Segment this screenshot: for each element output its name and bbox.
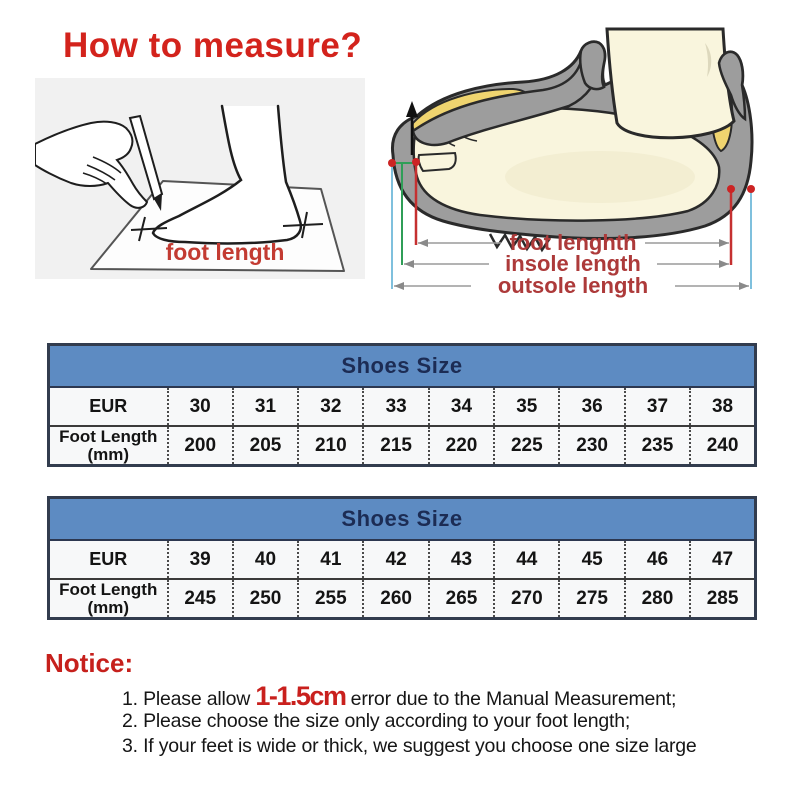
table-cell: 245 xyxy=(166,578,233,619)
table-title: Shoes Size xyxy=(48,497,756,541)
measure-arrowheads xyxy=(394,239,749,290)
row-label-line: (mm) xyxy=(87,597,130,617)
heel-tick-mark xyxy=(282,211,324,239)
row-label-line: (mm) xyxy=(87,444,130,464)
table-cell: 42 xyxy=(362,539,429,579)
table-cell: 270 xyxy=(493,578,560,619)
table-cell: 39 xyxy=(166,539,233,579)
table-cell: 225 xyxy=(493,425,560,466)
table-cell: 36 xyxy=(558,386,625,426)
insole-length-diagram-label: insole length xyxy=(505,251,641,276)
finger-lines xyxy=(82,156,122,185)
row-label: EUR xyxy=(48,539,168,579)
row-label-two-line: Foot Length (mm) xyxy=(50,581,167,617)
table-cell: 34 xyxy=(427,386,495,426)
foot-tracing-drawing: foot length xyxy=(34,104,345,272)
leg xyxy=(605,27,736,140)
table-cell: 230 xyxy=(558,425,625,466)
foot-length-label: foot length xyxy=(166,239,285,265)
foot-outline-stroke xyxy=(151,104,303,245)
shoe-measurement-diagram: foot lenghth insole length outsole lengt… xyxy=(385,5,797,300)
notice-list: 1. Please allow 1-1.5cm error due to the… xyxy=(122,681,782,759)
table-cell: 40 xyxy=(231,539,299,579)
table-cell: 220 xyxy=(427,425,495,466)
table-cell: 45 xyxy=(558,539,625,579)
notice-item-1-suffix: error due to the Manual Measurement; xyxy=(345,688,677,710)
toe-tick-mark xyxy=(130,216,168,242)
row-label-line: Foot Length xyxy=(59,580,158,599)
row-label-line: Foot Length xyxy=(59,427,158,446)
pen-tip xyxy=(154,194,162,211)
foot-outline xyxy=(153,106,301,244)
table-cell: 32 xyxy=(297,386,364,426)
row-label: EUR xyxy=(48,386,168,426)
table-cell: 30 xyxy=(166,386,233,426)
table-cell: 33 xyxy=(362,386,429,426)
table-cell: 235 xyxy=(623,425,691,466)
notice-item-1-highlight: 1-1.5cm xyxy=(255,681,347,711)
foot-tracing-illustration: foot length xyxy=(34,78,365,279)
marker-dot xyxy=(412,158,420,166)
table-cell: 200 xyxy=(166,425,233,466)
size-table-eur-30-38: Shoes Size EUR 30 31 32 33 34 35 36 37 3… xyxy=(47,343,757,467)
table-cell: 265 xyxy=(427,578,495,619)
hand xyxy=(34,120,149,209)
table-cell: 31 xyxy=(231,386,299,426)
table-cell: 215 xyxy=(362,425,429,466)
toe-window xyxy=(417,151,457,173)
table-cell: 280 xyxy=(623,578,691,619)
shoe-drawing: foot lenghth insole length outsole lengt… xyxy=(388,27,755,298)
row-label-two-line: Foot Length (mm) xyxy=(50,428,167,464)
table-cell: 255 xyxy=(297,578,364,619)
notice-item-2: 2. Please choose the size only according… xyxy=(122,710,631,732)
foot-shading xyxy=(505,151,695,203)
table-cell: 43 xyxy=(427,539,495,579)
table-title: Shoes Size xyxy=(48,344,756,388)
outsole-length-diagram-label: outsole length xyxy=(498,273,648,298)
table-row-foot-length: Foot Length (mm) 200 205 210 215 220 225… xyxy=(48,425,756,466)
table-cell: 250 xyxy=(231,578,299,619)
marker-dot xyxy=(388,159,396,167)
row-label: Foot Length (mm) xyxy=(48,578,168,619)
table-cell: 37 xyxy=(623,386,691,426)
table-cell: 38 xyxy=(689,386,756,426)
foot-length-diagram-label: foot lenghth xyxy=(509,230,636,255)
marker-dot xyxy=(747,185,755,193)
marker-dot xyxy=(727,185,735,193)
table-row-eur: EUR 39 40 41 42 43 44 45 46 47 xyxy=(48,539,756,579)
leg-shading xyxy=(705,43,712,77)
table-cell: 44 xyxy=(493,539,560,579)
notice-item-1: 1. Please allow 1-1.5cm error due to the… xyxy=(122,681,782,711)
notice-heading: Notice: xyxy=(45,648,134,678)
table-cell: 285 xyxy=(689,578,756,619)
collar-tab-back xyxy=(717,50,747,122)
table-cell: 205 xyxy=(231,425,299,466)
notice-item-1-prefix: 1. Please allow xyxy=(122,688,256,710)
table-cell: 47 xyxy=(689,539,756,579)
table-cell: 41 xyxy=(297,539,364,579)
row-label: Foot Length (mm) xyxy=(48,425,168,466)
collar-tab-front xyxy=(578,40,607,91)
measure-lines xyxy=(394,242,749,287)
table-cell: 275 xyxy=(558,578,625,619)
notice-item-3: 3. If your feet is wide or thick, we sug… xyxy=(122,735,697,757)
up-arrow-head xyxy=(406,101,418,117)
table-cell: 240 xyxy=(689,425,756,466)
table-row-eur: EUR 30 31 32 33 34 35 36 37 38 xyxy=(48,386,756,426)
table-cell: 46 xyxy=(623,539,691,579)
size-table-eur-39-47: Shoes Size EUR 39 40 41 42 43 44 45 46 4… xyxy=(47,496,757,620)
table-cell: 210 xyxy=(297,425,364,466)
table-cell: 260 xyxy=(362,578,429,619)
table-cell: 35 xyxy=(493,386,560,426)
page-title: How to measure? xyxy=(63,26,363,65)
table-row-foot-length: Foot Length (mm) 245 250 255 260 265 270… xyxy=(48,578,756,619)
